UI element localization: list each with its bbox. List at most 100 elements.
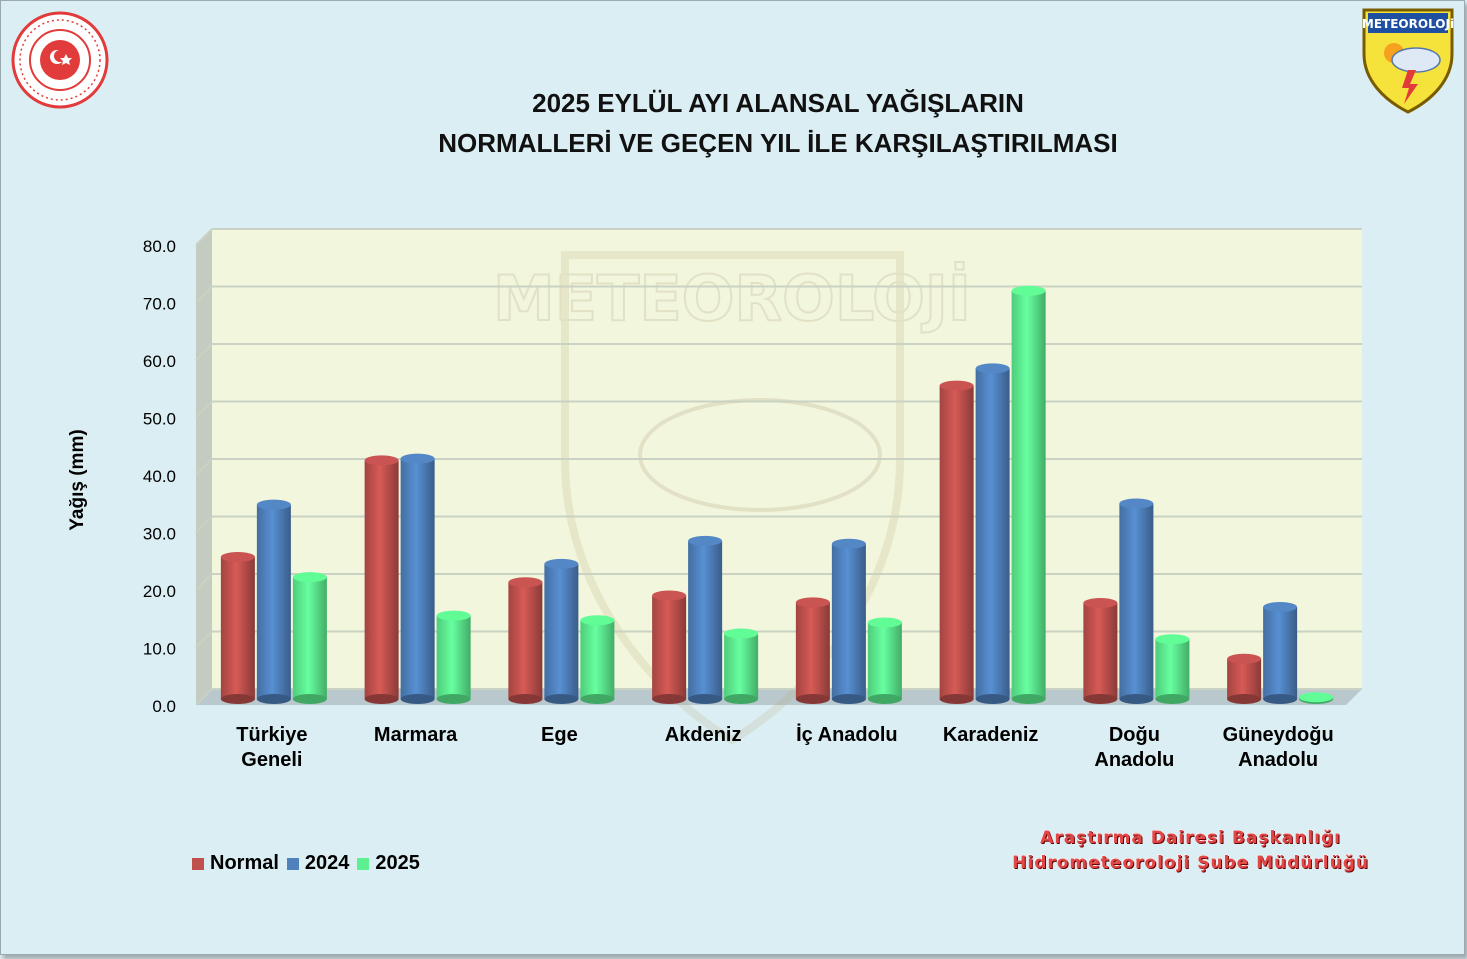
x-tick-label: Akdeniz <box>665 724 742 746</box>
bar-body <box>400 458 435 700</box>
watermark-text: METEOROLOJİ <box>493 262 971 335</box>
bar-base <box>256 694 291 704</box>
bar-top <box>975 363 1010 374</box>
bar-2024-5 <box>975 363 1010 704</box>
bar-Normal-2 <box>508 577 543 704</box>
bar-top <box>831 538 866 549</box>
bar-2024-3 <box>688 535 723 704</box>
bar-body <box>1155 639 1190 700</box>
bar-base <box>508 694 543 704</box>
bar-top <box>724 628 759 639</box>
ministry-seal-icon <box>11 11 109 109</box>
bar-base <box>1263 694 1298 704</box>
watermark-cloud <box>638 398 882 512</box>
bar-2025-0 <box>292 572 327 704</box>
x-tick-label: Marmara <box>374 724 458 746</box>
x-tick-label: Türkiye <box>236 724 307 746</box>
legend-item-normal: Normal <box>192 852 279 875</box>
bar-top <box>652 590 687 601</box>
bar-base <box>580 694 615 704</box>
y-tick-label: 10.0 <box>143 640 176 659</box>
y-tick-label: 0.0 <box>152 697 176 716</box>
bar-top <box>867 617 902 628</box>
bar-Normal-1 <box>364 455 399 704</box>
x-tick-label: Doğu <box>1109 724 1160 746</box>
bar-top <box>292 572 327 583</box>
bar-Normal-0 <box>220 551 255 704</box>
bar-body <box>292 577 327 700</box>
gridline <box>195 228 1362 246</box>
bar-top <box>220 551 255 562</box>
chart-title-line2: NORMALLERİ VE GEÇEN YIL İLE KARŞILAŞTIRI… <box>438 128 1118 158</box>
y-tick-label: 50.0 <box>143 410 176 429</box>
credit-line2: Hidrometeoroloji Şube Müdürlüğü <box>1012 853 1369 873</box>
bar-2025-4 <box>867 617 902 704</box>
bar-base <box>831 694 866 704</box>
x-tick-label: İç Anadolu <box>796 723 897 746</box>
bar-2024-1 <box>400 453 435 704</box>
bar-top <box>1083 597 1118 608</box>
bar-top <box>1299 692 1334 703</box>
bar-top <box>1227 653 1262 664</box>
bar-body <box>724 633 759 700</box>
bar-body <box>975 368 1010 700</box>
bar-body <box>831 543 866 700</box>
bar-2025-2 <box>580 615 615 704</box>
legend-swatch-normal <box>192 857 204 870</box>
bar-top <box>688 535 723 546</box>
legend-swatch-2025 <box>357 857 370 870</box>
bar-base <box>400 694 435 704</box>
bar-top <box>544 558 579 569</box>
bar-base <box>688 694 723 704</box>
bar-base <box>1119 694 1154 704</box>
legend-label-2024: 2024 <box>304 852 350 874</box>
watermark: METEOROLOJİ <box>492 251 972 745</box>
bar-top <box>400 453 435 464</box>
legend-swatch-2024 <box>286 857 299 870</box>
x-tick-label: Geneli <box>241 749 302 771</box>
bar-top <box>508 577 543 588</box>
y-tick-label: 30.0 <box>143 525 176 544</box>
legend-item-2024: 2024 <box>286 852 350 875</box>
bar-Normal-7 <box>1227 653 1262 704</box>
bar-body <box>1263 607 1298 700</box>
bar-top <box>364 455 399 466</box>
bar-body <box>508 582 543 700</box>
bar-body <box>580 620 615 700</box>
legend-label-normal: Normal <box>210 852 279 874</box>
bar-2024-2 <box>544 558 579 704</box>
bar-top <box>939 380 974 391</box>
y-tick-label: 20.0 <box>143 582 176 601</box>
bar-top <box>1263 602 1298 612</box>
y-tick-label: 70.0 <box>143 295 176 314</box>
bar-base <box>724 694 759 704</box>
bar-body <box>220 556 255 700</box>
bar-top <box>1011 285 1046 296</box>
bar-body <box>544 563 579 700</box>
bar-2024-4 <box>831 538 866 704</box>
bar-body <box>939 385 974 700</box>
bar-Normal-6 <box>1083 597 1118 704</box>
bar-body <box>1011 290 1046 700</box>
bar-body <box>1119 503 1154 700</box>
bar-body <box>1083 602 1118 700</box>
x-tick-label: Karadeniz <box>943 724 1039 746</box>
bar-2025-1 <box>436 610 471 704</box>
bar-2025-6 <box>1155 634 1190 704</box>
y-tick-label: 80.0 <box>143 237 176 256</box>
gridline <box>195 285 1362 304</box>
bar-2025-3 <box>724 628 759 704</box>
bar-2025-7 <box>1299 692 1334 704</box>
credit-line1: Araştırma Dairesi Başkanlığı <box>1040 828 1341 848</box>
bar-2025-5 <box>1011 285 1046 704</box>
bar-body <box>688 540 723 700</box>
chart-title-line1: 2025 EYLÜL AYI ALANSAL YAĞIŞLARIN <box>532 88 1024 118</box>
bar-top <box>1155 634 1190 645</box>
bar-body <box>652 595 687 700</box>
bar-body <box>364 460 399 700</box>
legend: Normal 2024 2025 <box>192 852 428 875</box>
bar-base <box>364 694 399 704</box>
meteoroloji-shield-icon: METEOROLOJi <box>1362 8 1454 114</box>
bar-base <box>652 694 687 704</box>
